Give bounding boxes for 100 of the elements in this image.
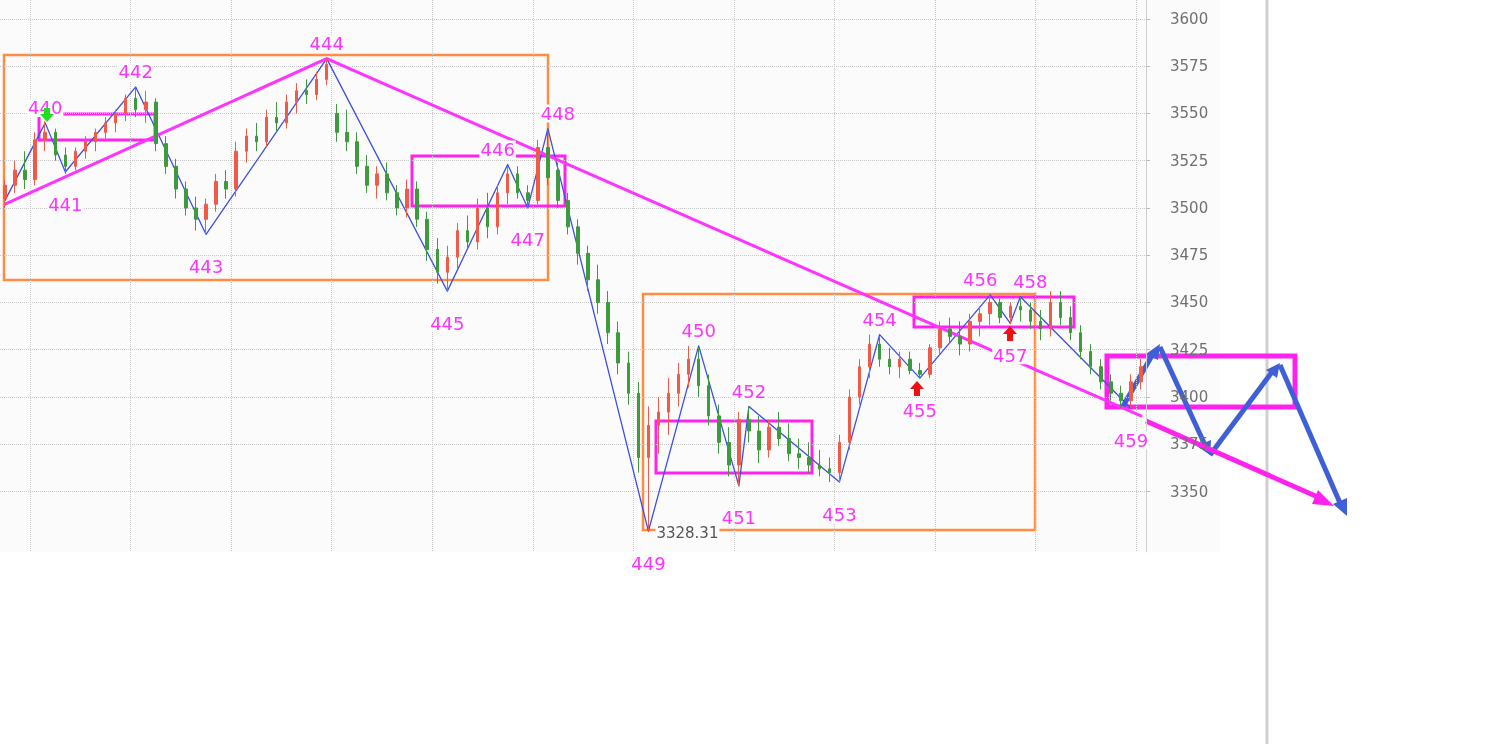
candlestick [516, 165, 519, 199]
candlestick [124, 94, 127, 122]
y-tick-label: 3350 [1170, 482, 1209, 501]
candlestick [1049, 290, 1052, 337]
candlestick [727, 426, 731, 477]
candlestick [998, 298, 1002, 324]
candlestick [164, 135, 168, 175]
candlestick [134, 86, 137, 118]
candlestick [375, 165, 379, 199]
annotation: 459 [1113, 429, 1149, 451]
candlestick [576, 218, 580, 266]
annotation: 451 [721, 507, 757, 529]
candlestick [566, 192, 570, 235]
candlestick [234, 141, 238, 198]
annotation: 457 [993, 344, 1028, 366]
candlestick [848, 388, 851, 451]
candlestick [807, 441, 811, 474]
candlestick [54, 128, 57, 162]
candlestick [194, 196, 198, 232]
candlestick [546, 128, 550, 186]
candlestick [325, 58, 328, 86]
candlestick [1109, 373, 1113, 402]
candlestick [928, 343, 932, 379]
candlestick [627, 351, 630, 406]
candlestick [13, 160, 17, 194]
annotation: 3328.31 [656, 524, 719, 543]
text: 449 [631, 552, 666, 574]
candlestick [818, 449, 821, 477]
candlestick [757, 415, 761, 464]
candlestick [285, 94, 288, 130]
candlestick [43, 120, 47, 152]
candlestick [315, 71, 318, 101]
candlestick [1079, 324, 1082, 360]
candlestick [476, 197, 479, 251]
candlestick [355, 131, 359, 175]
candlestick [868, 334, 871, 379]
candlestick [717, 404, 721, 455]
candlestick [606, 290, 610, 345]
annotation: 445 [430, 312, 465, 334]
annotation: 444 [309, 33, 344, 55]
candlestick [84, 135, 87, 160]
candlestick [385, 162, 389, 201]
candlestick [898, 351, 901, 379]
candlestick [506, 165, 509, 205]
y-tick-label: 3475 [1170, 246, 1209, 265]
annotation: 441 [48, 193, 83, 215]
candlestick [667, 377, 670, 436]
candlestick [104, 116, 107, 143]
candlestick [697, 347, 700, 398]
annotation: 454 [862, 309, 897, 331]
candlestick [415, 180, 419, 228]
candlestick [878, 335, 881, 368]
y-tick-label: 3600 [1170, 9, 1209, 28]
candlestick [737, 411, 741, 487]
candlestick [1099, 358, 1103, 390]
candlestick [1019, 296, 1022, 322]
candlestick [255, 122, 258, 152]
annotation: 450 [681, 320, 716, 342]
candlestick [365, 154, 369, 194]
annotation: 446 [480, 138, 515, 160]
candlestick [687, 345, 690, 389]
candlestick [1129, 373, 1133, 409]
candlestick [888, 347, 891, 375]
candlestick [295, 82, 298, 114]
candlestick [1069, 305, 1072, 341]
candlestick [918, 362, 922, 379]
annotation: 458 [1013, 271, 1048, 293]
candlestick [305, 78, 308, 105]
y-tick-label: 3450 [1170, 293, 1209, 312]
candlestick [858, 358, 861, 406]
candlestick [446, 245, 449, 292]
y-tick-label: 3575 [1170, 57, 1209, 76]
candlestick [908, 351, 912, 375]
candlestick [1119, 385, 1123, 409]
candlestick [526, 184, 530, 209]
candlestick [797, 438, 801, 470]
candlestick [144, 90, 148, 124]
candlestick [154, 97, 158, 152]
candlestick [968, 313, 972, 353]
candlestick [456, 222, 459, 269]
candlestick [747, 405, 751, 443]
y-tick-label: 3550 [1170, 104, 1209, 123]
candlestick [436, 237, 439, 285]
candlestick [988, 294, 992, 326]
candlestick [828, 456, 831, 483]
candlestick [586, 245, 590, 292]
candlestick [978, 305, 982, 337]
annotation: 448 [540, 103, 576, 125]
candlestick [556, 162, 560, 209]
candlestick [23, 150, 27, 190]
candlestick [486, 192, 489, 239]
candlestick [787, 422, 791, 462]
candlestick [1139, 358, 1143, 390]
candlestick [767, 419, 771, 458]
candlestick [74, 146, 77, 171]
candlestick [958, 320, 962, 356]
candlestick [265, 109, 268, 148]
candlestick [345, 109, 349, 152]
candlestick [496, 184, 499, 235]
candlestick [395, 184, 399, 217]
